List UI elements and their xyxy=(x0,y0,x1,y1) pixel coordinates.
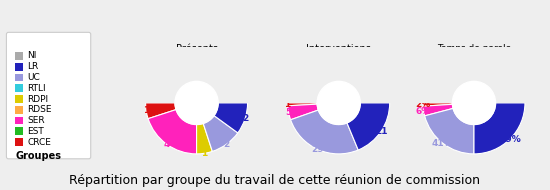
Text: 6%: 6% xyxy=(416,107,431,116)
Text: LR: LR xyxy=(27,62,38,71)
Bar xyxy=(15,63,23,70)
Text: EST: EST xyxy=(27,127,44,136)
Text: 4: 4 xyxy=(163,140,170,149)
Bar xyxy=(15,106,23,114)
Bar xyxy=(121,47,272,103)
FancyBboxPatch shape xyxy=(7,32,91,159)
Bar xyxy=(15,74,23,81)
Wedge shape xyxy=(288,104,318,120)
Wedge shape xyxy=(204,116,238,151)
Text: Présents: Présents xyxy=(175,44,218,54)
Text: NI: NI xyxy=(27,51,36,60)
Circle shape xyxy=(317,81,360,124)
Wedge shape xyxy=(196,124,212,154)
Wedge shape xyxy=(214,103,248,133)
Text: RDSE: RDSE xyxy=(27,105,52,114)
Bar xyxy=(15,138,23,146)
Bar xyxy=(399,47,549,103)
Wedge shape xyxy=(423,104,453,116)
Bar xyxy=(15,95,23,103)
Bar xyxy=(15,84,23,92)
Text: 41%: 41% xyxy=(432,139,454,148)
Wedge shape xyxy=(425,108,474,154)
Text: Groupes: Groupes xyxy=(15,151,61,161)
Text: 1: 1 xyxy=(201,149,208,158)
Text: 2: 2 xyxy=(223,140,230,149)
Wedge shape xyxy=(423,103,453,106)
Text: Temps de parole
(mots prononcés): Temps de parole (mots prononcés) xyxy=(434,44,514,64)
Text: Interventions: Interventions xyxy=(306,44,371,54)
Text: 29: 29 xyxy=(311,145,324,154)
Text: SER: SER xyxy=(27,116,45,125)
Text: RDPI: RDPI xyxy=(27,94,48,104)
Text: RTLI: RTLI xyxy=(27,84,46,93)
Bar xyxy=(15,117,23,124)
Text: 2%: 2% xyxy=(415,100,431,109)
Bar xyxy=(15,127,23,135)
Text: 1: 1 xyxy=(143,106,149,115)
Text: UC: UC xyxy=(27,73,40,82)
Text: Répartition par groupe du travail de cette réunion de commission: Répartition par groupe du travail de cet… xyxy=(69,174,481,188)
Wedge shape xyxy=(290,110,358,154)
Text: 1: 1 xyxy=(284,100,291,109)
Wedge shape xyxy=(347,103,390,150)
Text: CRCE: CRCE xyxy=(27,138,51,147)
Circle shape xyxy=(453,81,496,124)
Wedge shape xyxy=(148,110,196,154)
Text: 21: 21 xyxy=(375,127,388,136)
Bar xyxy=(15,52,23,60)
Wedge shape xyxy=(146,103,176,119)
Text: 49%: 49% xyxy=(499,135,521,144)
Bar xyxy=(263,47,414,103)
Circle shape xyxy=(175,81,218,124)
Wedge shape xyxy=(288,103,317,106)
Text: 5: 5 xyxy=(285,108,292,117)
Wedge shape xyxy=(474,103,525,154)
Text: 2: 2 xyxy=(242,114,249,123)
